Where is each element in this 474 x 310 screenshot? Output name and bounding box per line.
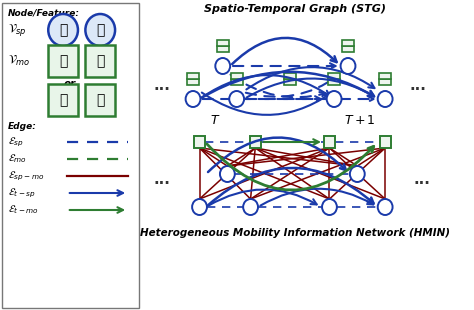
Text: $\mathcal{E}_{t-mo}$: $\mathcal{E}_{t-mo}$ [9, 204, 39, 216]
Text: $\mathcal{E}_{t-sp}$: $\mathcal{E}_{t-sp}$ [9, 186, 36, 200]
FancyArrowPatch shape [246, 96, 374, 102]
Text: 🌳: 🌳 [96, 23, 104, 37]
FancyArrowPatch shape [209, 189, 317, 206]
Text: 🛒: 🛒 [59, 93, 67, 107]
Circle shape [48, 14, 78, 46]
FancyArrowPatch shape [232, 38, 337, 64]
Bar [283, 79, 296, 85]
Text: $\mathcal{V}_{sp}$: $\mathcal{V}_{sp}$ [9, 22, 27, 38]
FancyArrowPatch shape [202, 75, 330, 97]
Circle shape [378, 199, 392, 215]
Circle shape [327, 91, 342, 107]
Text: $\mathcal{E}_{mo}$: $\mathcal{E}_{mo}$ [9, 153, 27, 166]
Circle shape [229, 91, 244, 107]
Bar [48, 45, 78, 77]
Bar [217, 40, 229, 46]
Text: 🚗: 🚗 [59, 54, 67, 68]
Text: Spatio-Temporal Graph (STG): Spatio-Temporal Graph (STG) [204, 4, 386, 14]
Bar [48, 84, 78, 116]
Bar [231, 73, 243, 78]
Bar [187, 73, 199, 78]
Bar [217, 46, 229, 52]
FancyArrowPatch shape [246, 76, 337, 97]
Bar [187, 79, 199, 85]
Text: ...: ... [154, 78, 171, 92]
FancyArrowPatch shape [230, 75, 326, 97]
Text: $\mathcal{E}_{sp}$: $\mathcal{E}_{sp}$ [9, 135, 24, 149]
Bar [380, 136, 391, 148]
Text: Node/Feature:: Node/Feature: [8, 8, 80, 17]
Circle shape [341, 58, 356, 74]
Circle shape [186, 91, 201, 107]
Text: ...: ... [154, 172, 171, 188]
FancyArrowPatch shape [264, 139, 319, 145]
Circle shape [378, 91, 392, 107]
Text: 🍽: 🍽 [96, 93, 104, 107]
Circle shape [192, 199, 207, 215]
FancyArrowPatch shape [202, 96, 320, 102]
Text: or: or [64, 79, 76, 89]
Circle shape [322, 199, 337, 215]
Bar [250, 136, 261, 148]
Bar [342, 40, 354, 46]
Text: 🚲: 🚲 [96, 54, 104, 68]
Circle shape [350, 166, 365, 182]
FancyArrowPatch shape [208, 138, 346, 172]
Bar [342, 46, 354, 52]
FancyArrowPatch shape [233, 63, 336, 69]
Text: $T+1$: $T+1$ [344, 114, 376, 127]
Circle shape [220, 166, 235, 182]
Circle shape [85, 14, 115, 46]
Circle shape [215, 58, 230, 74]
Bar [194, 136, 205, 148]
Circle shape [243, 199, 258, 215]
Text: $\mathcal{V}_{mo}$: $\mathcal{V}_{mo}$ [9, 54, 31, 68]
FancyArrowPatch shape [208, 168, 374, 205]
Text: Heterogeneous Mobility Information Network (HMIN): Heterogeneous Mobility Information Netwo… [140, 228, 450, 238]
Bar [324, 136, 335, 148]
Bar [283, 73, 296, 78]
Bar [85, 45, 115, 77]
Text: $\mathcal{E}_{sp-mo}$: $\mathcal{E}_{sp-mo}$ [9, 169, 45, 183]
Text: 🏢: 🏢 [59, 23, 67, 37]
Text: ...: ... [414, 172, 431, 188]
FancyArrowPatch shape [246, 78, 374, 98]
FancyArrowPatch shape [207, 144, 374, 190]
Bar [379, 73, 391, 78]
FancyArrowPatch shape [202, 72, 374, 98]
FancyArrowPatch shape [260, 189, 374, 206]
Bar [85, 84, 115, 116]
Bar [328, 79, 340, 85]
FancyArrowPatch shape [246, 67, 374, 89]
Text: $T$: $T$ [210, 114, 220, 127]
Bar [328, 73, 340, 78]
FancyArrowPatch shape [202, 93, 330, 115]
Bar [231, 79, 243, 85]
Text: Edge:: Edge: [8, 122, 36, 131]
Bar [379, 79, 391, 85]
Bar [2, 3, 139, 308]
Text: ...: ... [409, 78, 426, 92]
